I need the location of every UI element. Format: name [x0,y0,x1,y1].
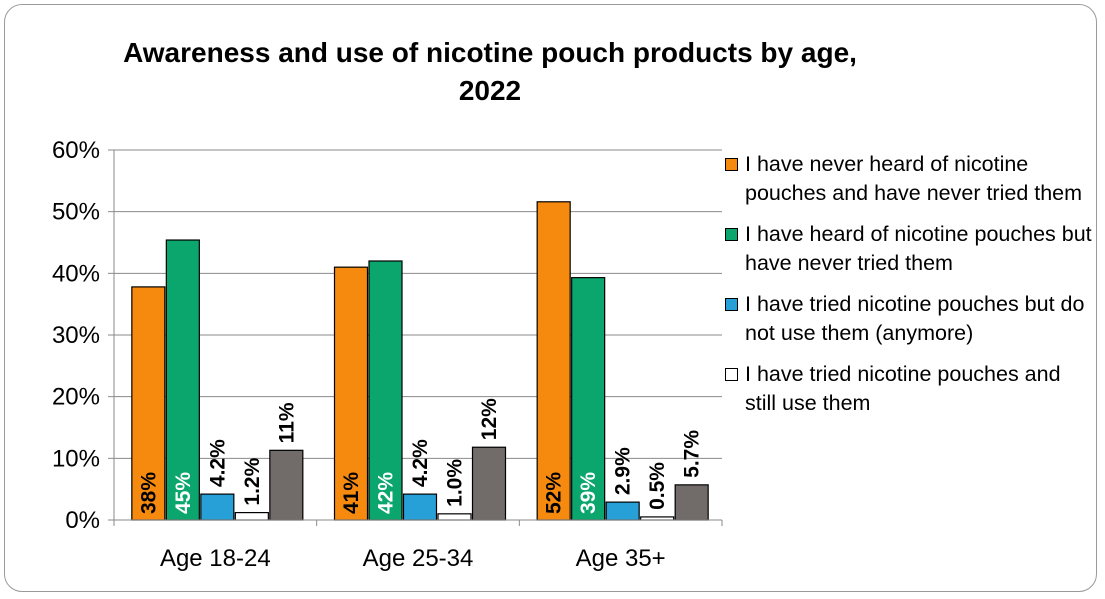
y-tick-label: 60% [52,137,100,164]
y-tick-label: 0% [65,507,100,534]
bars [131,201,709,521]
x-tick-label: Age 18-24 [160,545,271,572]
x-tick-label: Age 25-34 [363,545,474,572]
legend-swatch [725,298,738,311]
bar [368,260,403,521]
bar [333,266,369,521]
axes [113,150,723,526]
data-label: 4.2% [409,439,432,487]
y-tick-label: 20% [52,384,100,411]
y-tick-label: 30% [52,322,100,349]
data-label: 1.0% [444,459,467,507]
y-tick-label: 10% [52,445,100,472]
legend-label: I have never heard of nicotine pouches a… [745,152,1083,205]
y-axis-ticks: 0% 10% 20% 30% 40% 50% 60% [52,137,114,534]
y-tick-label: 50% [52,199,100,226]
x-tick-label: Age 35+ [576,545,666,572]
bar [165,239,200,521]
data-label: 0.5% [646,462,669,510]
legend-label: I have tried nicotine pouches and still … [745,362,1061,415]
legend: I have never heard of nicotine pouches a… [725,150,1095,430]
data-label: 41% [340,472,363,514]
legend-swatch [725,368,738,381]
legend-item: I have never heard of nicotine pouches a… [725,150,1095,208]
data-label: 2.9% [612,447,635,495]
data-label: 38% [137,472,160,514]
bar [674,484,709,521]
data-label: 11% [275,402,298,443]
gridlines [114,149,722,459]
y-tick-label: 40% [52,260,100,287]
legend-item: I have heard of nicotine pouches but hav… [725,220,1095,278]
data-label: 39% [577,472,600,514]
legend-item: I have tried nicotine pouches but do not… [725,290,1095,348]
legend-swatch [725,228,738,241]
legend-swatch [725,158,738,171]
legend-item: I have tried nicotine pouches and still … [725,360,1095,418]
data-labels: 38% 45% 4.2% 1.2% 11% 41% 42% 4.2% 1.0% 12% 52% 39%… [137,398,703,514]
bar [402,493,438,521]
data-label: 45% [172,472,195,514]
data-label: 5.7% [681,430,704,478]
data-label: 12% [478,398,501,440]
bar [571,277,606,521]
legend-label: I have heard of nicotine pouches but hav… [745,222,1092,275]
bar [234,511,269,521]
bar [605,501,640,521]
data-label: 52% [543,472,566,514]
bar [200,493,235,521]
bar [437,513,472,521]
bar [536,201,571,521]
bar [471,446,507,521]
legend-label: I have tried nicotine pouches but do not… [745,292,1085,345]
x-axis-ticks: Age 18-24 Age 25-34 Age 35+ [160,545,666,572]
chart-title: Awareness and use of nicotine pouch prod… [123,37,857,106]
data-label: 1.2% [241,457,264,505]
bar [269,449,304,521]
bar [131,286,166,521]
data-label: 42% [375,472,398,514]
data-label: 4.2% [206,439,229,487]
